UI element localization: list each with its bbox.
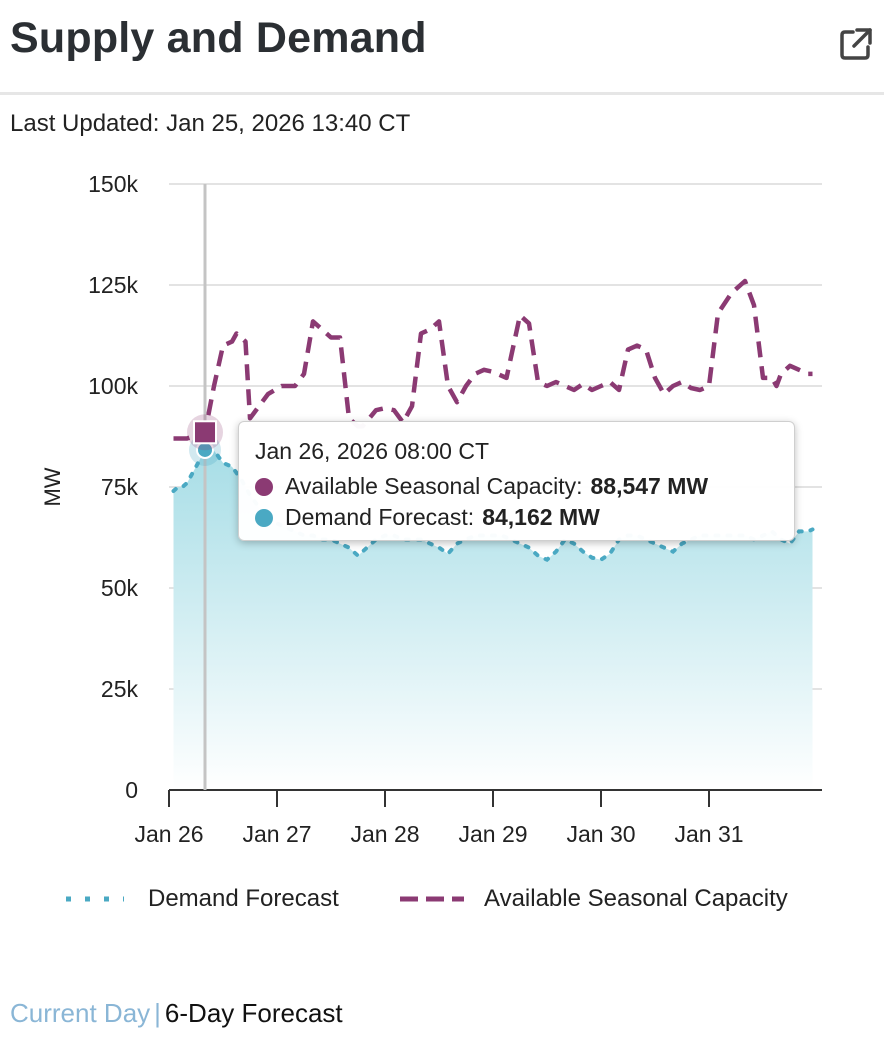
y-tick-label: 0 [125,777,138,803]
x-tick-label: Jan 26 [134,821,203,847]
y-tick-label: 50k [101,575,139,601]
hover-markers [187,184,223,790]
header-divider [0,92,884,95]
x-axis: Jan 26 Jan 27 Jan 28 Jan 29 Jan 30 Jan 31 [134,789,822,847]
x-tick-label: Jan 27 [242,821,311,847]
chart-legend: Demand Forecast Available Seasonal Capac… [62,885,862,925]
y-tick-label: 125k [88,272,138,298]
view-toggle: Current Day | 6-Day Forecast [10,998,343,1029]
toggle-separator: | [154,998,161,1028]
tooltip-demand-row: Demand Forecast: 84,162 MW [255,502,778,533]
chart-tooltip: Jan 26, 2026 08:00 CT Available Seasonal… [238,421,795,541]
y-axis-ticks: 0 25k 50k 75k 100k 125k 150k [88,171,138,803]
tooltip-demand-label: Demand Forecast: [285,504,475,530]
demand-dot-icon [255,508,273,527]
legend-label-capacity: Available Seasonal Capacity [484,885,788,912]
y-tick-label: 25k [101,676,139,702]
y-tick-label: 150k [88,171,138,197]
y-axis-label: MW [40,467,65,506]
tooltip-capacity-label: Available Seasonal Capacity: [285,473,583,499]
legend-item-capacity[interactable]: Available Seasonal Capacity [398,885,788,913]
current-day-link[interactable]: Current Day [10,998,151,1028]
y-tick-label: 75k [101,474,139,500]
y-tick-label: 100k [88,373,138,399]
six-day-forecast-link[interactable]: 6-Day Forecast [164,998,343,1028]
x-tick-label: Jan 28 [350,821,419,847]
tooltip-date: Jan 26, 2026 08:00 CT [255,438,489,464]
last-updated: Last Updated: Jan 25, 2026 13:40 CT [10,110,411,137]
x-tick-label: Jan 31 [674,821,743,847]
legend-item-demand[interactable]: Demand Forecast [62,885,339,913]
tooltip-demand-value: 84,162 MW [482,504,600,530]
dashed-line-icon [400,896,464,902]
page-title: Supply and Demand [10,14,427,62]
demand-area [173,446,813,790]
demand-forecast-area [173,446,813,790]
x-tick-label: Jan 30 [566,821,635,847]
legend-label-demand: Demand Forecast [148,885,339,912]
capacity-hover-point [193,420,217,445]
tooltip-capacity-row: Available Seasonal Capacity: 88,547 MW [255,471,778,502]
tooltip-capacity-value: 88,547 MW [590,473,709,499]
x-tick-label: Jan 29 [458,821,527,847]
dotted-line-icon [66,896,124,902]
capacity-dot-icon [255,477,273,496]
available-seasonal-capacity-line[interactable] [173,278,813,441]
external-link-icon[interactable] [838,26,874,62]
